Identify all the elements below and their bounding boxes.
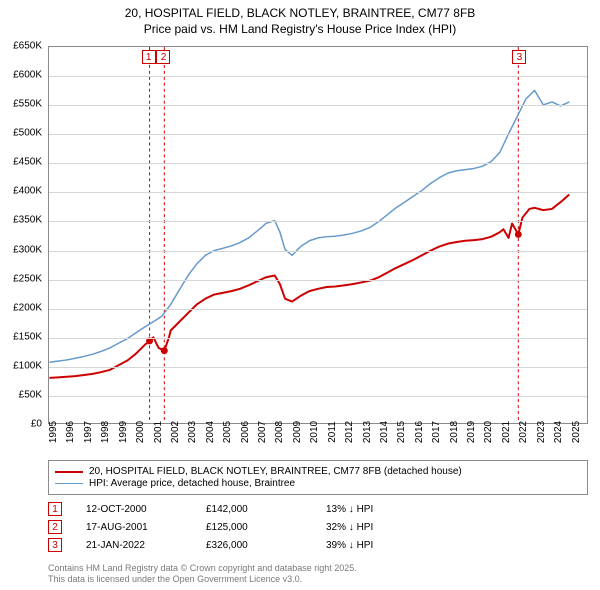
- gridline-h: [49, 105, 587, 106]
- x-tick-label: 2014: [379, 421, 390, 443]
- event-delta: 13% ↓ HPI: [326, 504, 373, 515]
- x-tick-label: 1998: [100, 421, 111, 443]
- event-price: £125,000: [206, 522, 326, 533]
- x-tick-label: 2024: [553, 421, 564, 443]
- legend-row: HPI: Average price, detached house, Brai…: [55, 478, 581, 489]
- legend-label: HPI: Average price, detached house, Brai…: [89, 478, 295, 489]
- y-tick-label: £350K: [13, 215, 42, 226]
- x-tick-label: 2011: [327, 421, 338, 443]
- x-tick-label: 1996: [65, 421, 76, 443]
- gridline-h: [49, 251, 587, 252]
- x-tick-label: 2013: [362, 421, 373, 443]
- gridline-h: [49, 221, 587, 222]
- footnote-line2: This data is licensed under the Open Gov…: [48, 574, 357, 585]
- y-tick-label: £650K: [13, 41, 42, 52]
- y-tick-label: £500K: [13, 128, 42, 139]
- gridline-h: [49, 76, 587, 77]
- x-tick-label: 2007: [257, 421, 268, 443]
- x-tick-label: 2012: [344, 421, 355, 443]
- x-tick-label: 2021: [501, 421, 512, 443]
- chart-container: 20, HOSPITAL FIELD, BLACK NOTLEY, BRAINT…: [0, 0, 600, 590]
- event-id-box: 3: [48, 538, 62, 552]
- x-tick-label: 2023: [536, 421, 547, 443]
- y-tick-label: £150K: [13, 331, 42, 342]
- event-marker-box: 1: [142, 50, 156, 64]
- x-tick-label: 2001: [153, 421, 164, 443]
- y-tick-label: £600K: [13, 70, 42, 81]
- sale-marker-dot: [515, 231, 522, 238]
- x-tick-label: 2016: [414, 421, 425, 443]
- gridline-h: [49, 367, 587, 368]
- legend-label: 20, HOSPITAL FIELD, BLACK NOTLEY, BRAINT…: [89, 466, 462, 477]
- event-id-box: 2: [48, 520, 62, 534]
- title-line2: Price paid vs. HM Land Registry's House …: [0, 22, 600, 38]
- event-row: 3 21-JAN-2022£326,00039% ↓ HPI: [48, 538, 373, 552]
- x-tick-label: 1995: [48, 421, 59, 443]
- x-tick-label: 2025: [571, 421, 582, 443]
- gridline-h: [49, 163, 587, 164]
- x-tick-label: 2017: [431, 421, 442, 443]
- title-line1: 20, HOSPITAL FIELD, BLACK NOTLEY, BRAINT…: [0, 6, 600, 22]
- y-tick-label: £0: [31, 419, 42, 430]
- x-tick-label: 2022: [518, 421, 529, 443]
- x-tick-label: 2005: [222, 421, 233, 443]
- y-tick-label: £100K: [13, 360, 42, 371]
- x-tick-label: 1997: [83, 421, 94, 443]
- x-tick-label: 2002: [170, 421, 181, 443]
- gridline-h: [49, 396, 587, 397]
- legend: 20, HOSPITAL FIELD, BLACK NOTLEY, BRAINT…: [48, 460, 588, 495]
- sale-marker-dot: [161, 347, 168, 354]
- event-price: £142,000: [206, 504, 326, 515]
- event-marker-box: 2: [156, 50, 170, 64]
- gridline-h: [49, 338, 587, 339]
- gridline-h: [49, 192, 587, 193]
- chart-area: £0£50K£100K£150K£200K£250K£300K£350K£400…: [48, 46, 588, 424]
- y-tick-label: £550K: [13, 99, 42, 110]
- legend-swatch: [55, 471, 83, 473]
- chart-title: 20, HOSPITAL FIELD, BLACK NOTLEY, BRAINT…: [0, 0, 600, 37]
- legend-swatch: [55, 483, 83, 485]
- event-price: £326,000: [206, 540, 326, 551]
- event-row: 2 17-AUG-2001£125,00032% ↓ HPI: [48, 520, 373, 534]
- gridline-h: [49, 309, 587, 310]
- event-date: 21-JAN-2022: [86, 540, 206, 551]
- y-tick-label: £250K: [13, 273, 42, 284]
- x-tick-label: 2010: [309, 421, 320, 443]
- event-marker-box: 3: [512, 50, 526, 64]
- event-row: 1 12-OCT-2000£142,00013% ↓ HPI: [48, 502, 373, 516]
- y-tick-label: £450K: [13, 157, 42, 168]
- x-tick-label: 2020: [483, 421, 494, 443]
- gridline-h: [49, 280, 587, 281]
- x-tick-label: 2015: [396, 421, 407, 443]
- y-tick-label: £400K: [13, 186, 42, 197]
- legend-row: 20, HOSPITAL FIELD, BLACK NOTLEY, BRAINT…: [55, 466, 581, 477]
- x-tick-label: 2004: [205, 421, 216, 443]
- x-tick-label: 2008: [274, 421, 285, 443]
- events-list: 1 12-OCT-2000£142,00013% ↓ HPI 2 17-AUG-200…: [48, 502, 373, 556]
- plot-area: [48, 46, 588, 424]
- x-tick-label: 2019: [466, 421, 477, 443]
- footnote: Contains HM Land Registry data © Crown c…: [48, 563, 357, 585]
- event-delta: 39% ↓ HPI: [326, 540, 373, 551]
- x-tick-label: 2000: [135, 421, 146, 443]
- footnote-line1: Contains HM Land Registry data © Crown c…: [48, 563, 357, 574]
- y-tick-label: £300K: [13, 244, 42, 255]
- x-tick-label: 2006: [240, 421, 251, 443]
- event-date: 12-OCT-2000: [86, 504, 206, 515]
- event-id-box: 1: [48, 502, 62, 516]
- event-delta: 32% ↓ HPI: [326, 522, 373, 533]
- x-tick-label: 2018: [449, 421, 460, 443]
- series-hpi: [49, 90, 569, 362]
- y-tick-label: £200K: [13, 302, 42, 313]
- event-date: 17-AUG-2001: [86, 522, 206, 533]
- x-tick-label: 2009: [292, 421, 303, 443]
- x-tick-label: 1999: [118, 421, 129, 443]
- y-tick-label: £50K: [19, 389, 42, 400]
- gridline-h: [49, 134, 587, 135]
- x-tick-label: 2003: [187, 421, 198, 443]
